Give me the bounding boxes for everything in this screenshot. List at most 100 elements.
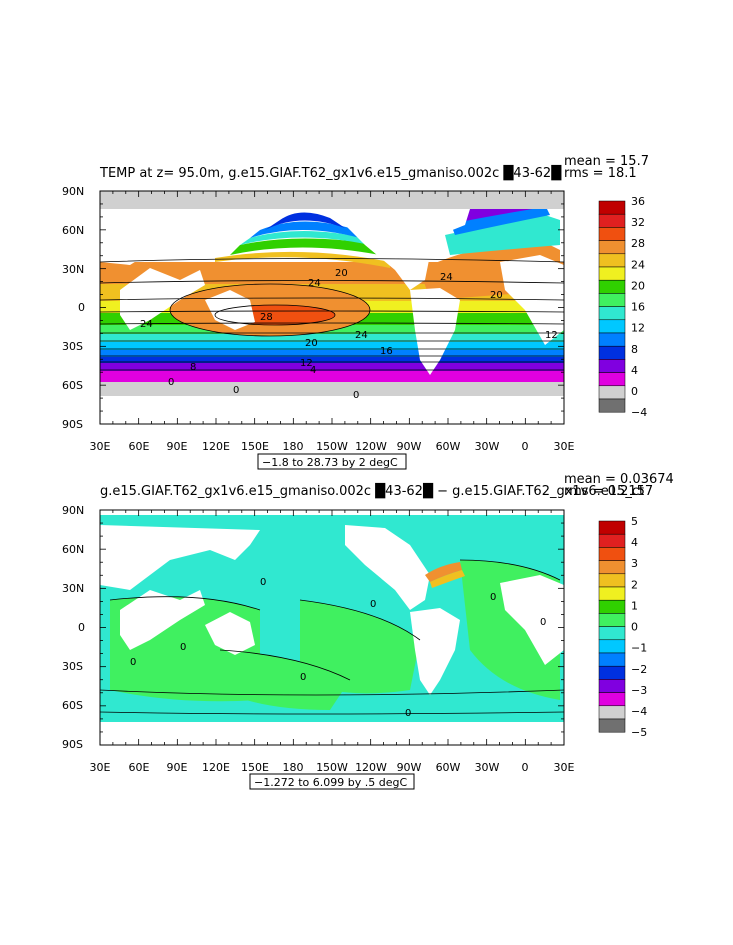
bottom-map: 0 0 0 0 0 0 0 0 bbox=[100, 510, 564, 745]
bottom-land-africa bbox=[500, 575, 564, 665]
top-contour-label: 24 bbox=[440, 272, 453, 283]
top-land-north-america bbox=[345, 209, 430, 290]
top-contour-label: 4 bbox=[310, 365, 316, 376]
top-lon-label: 180 bbox=[283, 440, 304, 453]
bottom-lat-label: 0 bbox=[78, 621, 85, 634]
top-lon-label: 90W bbox=[397, 440, 422, 453]
colorbar-cell bbox=[598, 213, 626, 228]
top-contour-label: 20 bbox=[335, 268, 348, 279]
top-land-south-america bbox=[410, 288, 460, 375]
top-lon-label: 30E bbox=[554, 440, 575, 453]
bottom-lat-label: 60N bbox=[62, 543, 84, 556]
bottom-lat-label: 60S bbox=[62, 699, 83, 712]
colorbar-label: 2 bbox=[631, 578, 638, 591]
top-lon-label: 60W bbox=[436, 440, 461, 453]
colorbar-label: −2 bbox=[631, 663, 647, 676]
colorbar-label: 16 bbox=[631, 301, 645, 314]
colorbar-label: 20 bbox=[631, 279, 645, 292]
bottom-mean-label: mean = 0.03674 bbox=[564, 472, 674, 487]
bottom-contour-label: 0 bbox=[260, 577, 266, 588]
top-lon-label: 150E bbox=[241, 440, 269, 453]
colorbar-label: −1 bbox=[631, 642, 647, 655]
colorbar-label: 0 bbox=[631, 385, 638, 398]
colorbar-cell bbox=[598, 639, 626, 654]
colorbar-cell bbox=[598, 586, 626, 601]
colorbar-cell bbox=[598, 293, 626, 307]
top-lon-label: 150W bbox=[316, 440, 348, 453]
colorbar-cell bbox=[598, 718, 626, 733]
top-contour-label: 20 bbox=[490, 290, 503, 301]
top-lat-label: 30S bbox=[62, 340, 83, 353]
colorbar-cell bbox=[598, 613, 626, 627]
colorbar-cell bbox=[598, 599, 626, 614]
bottom-range-label: −1.272 to 6.099 by .5 degC bbox=[254, 776, 407, 789]
bottom-lon-label: 30E bbox=[90, 761, 111, 774]
top-lat-label: 90N bbox=[62, 185, 84, 198]
top-rms-label: rms = 18.1 bbox=[564, 166, 637, 181]
colorbar-label: 24 bbox=[631, 258, 645, 271]
bottom-rms-label: rms = 0.2157 bbox=[564, 484, 653, 499]
bottom-lat-labels: 90N 60N 30N 0 30S 60S 90S bbox=[62, 504, 85, 751]
bottom-contour-label: 0 bbox=[180, 642, 186, 653]
colorbar-cell bbox=[598, 306, 626, 321]
top-lon-label: 120W bbox=[355, 440, 387, 453]
top-contour-label: 12 bbox=[300, 358, 313, 369]
bottom-lat-label: 90N bbox=[62, 504, 84, 517]
bottom-lat-label: 90S bbox=[62, 738, 83, 751]
colorbar-label: 5 bbox=[631, 515, 638, 528]
colorbar-label: −3 bbox=[631, 684, 647, 697]
colorbar-label: −4 bbox=[631, 705, 647, 718]
bottom-contour-label: 0 bbox=[490, 592, 496, 603]
bottom-colorbar: 5 4 3 2 1 0 −1 −2 −3 −4 −5 bbox=[598, 515, 647, 739]
colorbar-cell bbox=[598, 279, 626, 294]
colorbar-label: 28 bbox=[631, 237, 645, 250]
colorbar-cell bbox=[598, 240, 626, 255]
bottom-land-north-america bbox=[345, 525, 430, 610]
colorbar-cell bbox=[598, 520, 626, 535]
bottom-lon-label: 150W bbox=[316, 761, 348, 774]
top-lon-label: 90E bbox=[167, 440, 188, 453]
colorbar-cell bbox=[598, 266, 626, 281]
bottom-contour-label: 0 bbox=[300, 672, 306, 683]
colorbar-label: 0 bbox=[631, 621, 638, 634]
top-contour-label: 0 bbox=[233, 385, 239, 396]
bottom-panel: g.e15.GIAF.T62_gx1v6.e15_gmaniso.002c █4… bbox=[62, 472, 674, 790]
top-land-australia bbox=[205, 290, 255, 330]
colorbar-label: 1 bbox=[631, 599, 638, 612]
colorbar-label: 4 bbox=[631, 364, 638, 377]
bottom-lon-label: 120W bbox=[355, 761, 387, 774]
top-title: TEMP at z= 95.0m, g.e15.GIAF.T62_gx1v6.e… bbox=[99, 164, 562, 181]
top-colorbar: 36 32 28 24 20 16 12 8 4 0 −4 bbox=[598, 195, 647, 419]
top-lon-label: 120E bbox=[202, 440, 230, 453]
top-range-box bbox=[257, 453, 407, 470]
top-contour-label: 24 bbox=[355, 330, 368, 341]
bottom-contour-label: 0 bbox=[370, 599, 376, 610]
top-contour-label: 20 bbox=[305, 338, 318, 349]
top-map: 24 24 28 20 24 20 16 20 24 12 8 4 0 0 0 … bbox=[100, 191, 564, 424]
bottom-lon-label: 180 bbox=[283, 761, 304, 774]
colorbar-cell bbox=[598, 705, 626, 720]
top-lon-label: 0 bbox=[522, 440, 529, 453]
colorbar-cell bbox=[598, 332, 626, 347]
top-lon-label: 60E bbox=[129, 440, 150, 453]
bottom-lat-label: 30S bbox=[62, 660, 83, 673]
top-lon-label: 30W bbox=[475, 440, 500, 453]
colorbar-cell bbox=[598, 372, 626, 387]
top-range-label: −1.8 to 28.73 by 2 degC bbox=[262, 456, 398, 469]
colorbar-cell bbox=[598, 319, 626, 334]
bottom-lon-labels: 30E 60E 90E 120E 150E 180 150W 120W 90W … bbox=[90, 761, 575, 774]
colorbar-cell bbox=[598, 200, 626, 215]
bottom-lon-label: 30W bbox=[475, 761, 500, 774]
bottom-lon-label: 60W bbox=[436, 761, 461, 774]
bottom-lon-label: 90W bbox=[397, 761, 422, 774]
top-panel: TEMP at z= 95.0m, g.e15.GIAF.T62_gx1v6.e… bbox=[62, 154, 649, 470]
top-lon-labels: 30E 60E 90E 120E 150E 180 150W 120W 90W … bbox=[90, 440, 575, 453]
colorbar-cell bbox=[598, 359, 626, 373]
bottom-land-australia bbox=[205, 612, 255, 655]
bottom-title: g.e15.GIAF.T62_gx1v6.e15_gmaniso.002c █4… bbox=[100, 482, 644, 499]
colorbar-label: 3 bbox=[631, 557, 638, 570]
colorbar-label: 8 bbox=[631, 343, 638, 356]
top-contour-label: 8 bbox=[190, 362, 196, 373]
top-lat-label: 60N bbox=[62, 224, 84, 237]
